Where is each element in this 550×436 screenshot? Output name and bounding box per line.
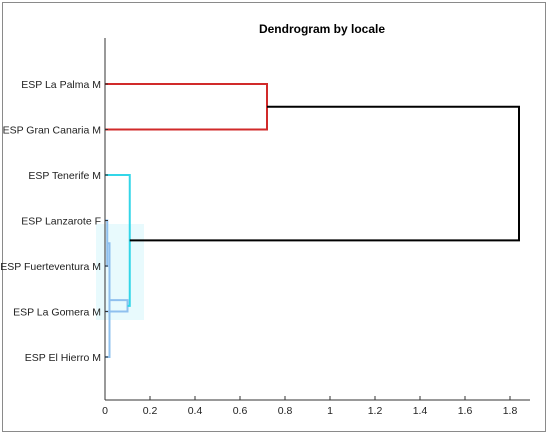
y-tick-labels: ESP La Palma M ESP Gran Canaria M ESP Tene… xyxy=(0,79,108,364)
dendrogram-link xyxy=(105,83,268,131)
x-tick-label: 1.6 xyxy=(458,405,473,417)
leaf-label: ESP Tenerife M xyxy=(28,170,101,182)
figure-frame xyxy=(2,2,546,432)
x-tick-label: 1.2 xyxy=(368,405,383,417)
leaf-label: ESP La Palma M xyxy=(21,79,101,91)
x-tick-label: 1 xyxy=(327,405,333,417)
x-tick-label: 1.4 xyxy=(413,405,428,417)
x-tick-labels: 0 0.2 0.4 0.6 0.8 1 1.2 1.4 1.6 1.8 xyxy=(102,396,517,417)
dendrogram-links xyxy=(105,83,520,358)
dendrogram-link xyxy=(129,105,520,242)
leaf-label: ESP Lanzarote F xyxy=(21,216,101,228)
x-tick-label: 0.6 xyxy=(233,405,248,417)
leaf-label: ESP Gran Canaria M xyxy=(3,125,101,137)
chart-title: Dendrogram by locale xyxy=(259,22,385,36)
x-tick-label: 0.4 xyxy=(188,405,203,417)
leaf-label: ESP El Hierro M xyxy=(25,352,101,364)
leaf-label: ESP La Gomera M xyxy=(13,307,101,319)
x-tick-label: 0.2 xyxy=(143,405,158,417)
x-tick-label: 1.8 xyxy=(503,405,518,417)
x-tick-label: 0 xyxy=(102,405,108,417)
x-tick-label: 0.8 xyxy=(278,405,293,417)
leaf-label: ESP Fuerteventura M xyxy=(0,261,101,273)
highlight-band xyxy=(96,224,144,320)
